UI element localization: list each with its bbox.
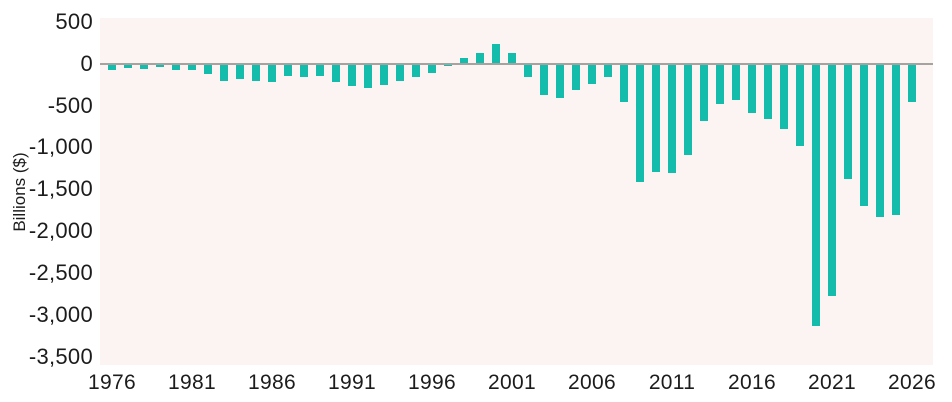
bar-2021 (828, 63, 836, 296)
y-tick-label: 0 (80, 50, 93, 76)
bar-1985 (252, 63, 260, 82)
x-tick-label: 2006 (568, 371, 616, 394)
bar-1982 (204, 63, 212, 75)
bar-2023 (860, 63, 868, 206)
plot-area (100, 18, 933, 365)
bar-1999 (476, 53, 484, 64)
bar-1996 (428, 63, 436, 73)
bar-2010 (652, 63, 660, 173)
bar-2004 (556, 63, 564, 99)
x-tick-label: 2026 (888, 371, 936, 394)
x-tick-label: 2021 (808, 371, 856, 394)
bar-1976 (108, 63, 116, 70)
y-tick-label: -2,500 (28, 260, 93, 286)
bar-2020 (812, 63, 820, 327)
bar-2001 (508, 52, 516, 64)
y-tick-label: 500 (55, 8, 93, 34)
bar-2018 (780, 63, 788, 129)
bar-1981 (188, 63, 196, 71)
bar-1995 (412, 63, 420, 78)
bar-1997 (444, 63, 452, 66)
x-tick-label: 2011 (648, 371, 696, 394)
bar-1998 (460, 57, 468, 64)
bar-1978 (140, 63, 148, 69)
bar-1984 (236, 63, 244, 80)
bar-2002 (524, 63, 532, 77)
bar-2011 (668, 63, 676, 173)
bar-1994 (396, 63, 404, 81)
bar-1992 (364, 63, 372, 88)
bar-1991 (348, 63, 356, 87)
bar-1986 (268, 63, 276, 83)
bar-2025 (892, 63, 900, 215)
x-tick-label: 2001 (488, 371, 536, 394)
bar-1983 (220, 63, 228, 82)
y-tick-label: -500 (47, 92, 93, 118)
y-tick-label: -3,500 (28, 344, 93, 370)
x-tick-label: 1981 (168, 371, 216, 394)
x-tick-label: 1991 (328, 371, 376, 394)
bar-2008 (620, 63, 628, 103)
x-tick-label: 2016 (728, 371, 776, 394)
y-tick-label: -3,000 (28, 302, 93, 328)
zero-axis-line (100, 62, 933, 65)
bar-2005 (572, 63, 580, 91)
x-tick-label: 1996 (408, 371, 456, 394)
bar-2000 (492, 43, 500, 64)
bar-2019 (796, 63, 804, 147)
bar-1977 (124, 63, 132, 69)
bar-1993 (380, 63, 388, 86)
y-tick-label: -1,000 (28, 134, 93, 160)
bar-2006 (588, 63, 596, 85)
y-tick-label: -2,000 (28, 218, 93, 244)
bar-2026 (908, 63, 916, 103)
bar-2022 (844, 63, 852, 179)
bar-1988 (300, 63, 308, 77)
x-tick-label: 1986 (248, 371, 296, 394)
bar-2013 (700, 63, 708, 121)
y-tick-label: -1,500 (28, 176, 93, 202)
bar-2007 (604, 63, 612, 78)
bar-1987 (284, 63, 292, 77)
bar-2009 (636, 63, 644, 183)
bar-2014 (716, 63, 724, 105)
bar-1989 (316, 63, 324, 77)
bar-2024 (876, 63, 884, 218)
bar-1990 (332, 63, 340, 83)
x-tick-label: 1976 (88, 371, 136, 394)
bar-2015 (732, 63, 740, 101)
bar-2003 (540, 63, 548, 96)
bar-2017 (764, 63, 772, 120)
bar-2012 (684, 63, 692, 155)
bar-1979 (156, 63, 164, 68)
bar-1980 (172, 63, 180, 70)
bar-2016 (748, 63, 756, 113)
